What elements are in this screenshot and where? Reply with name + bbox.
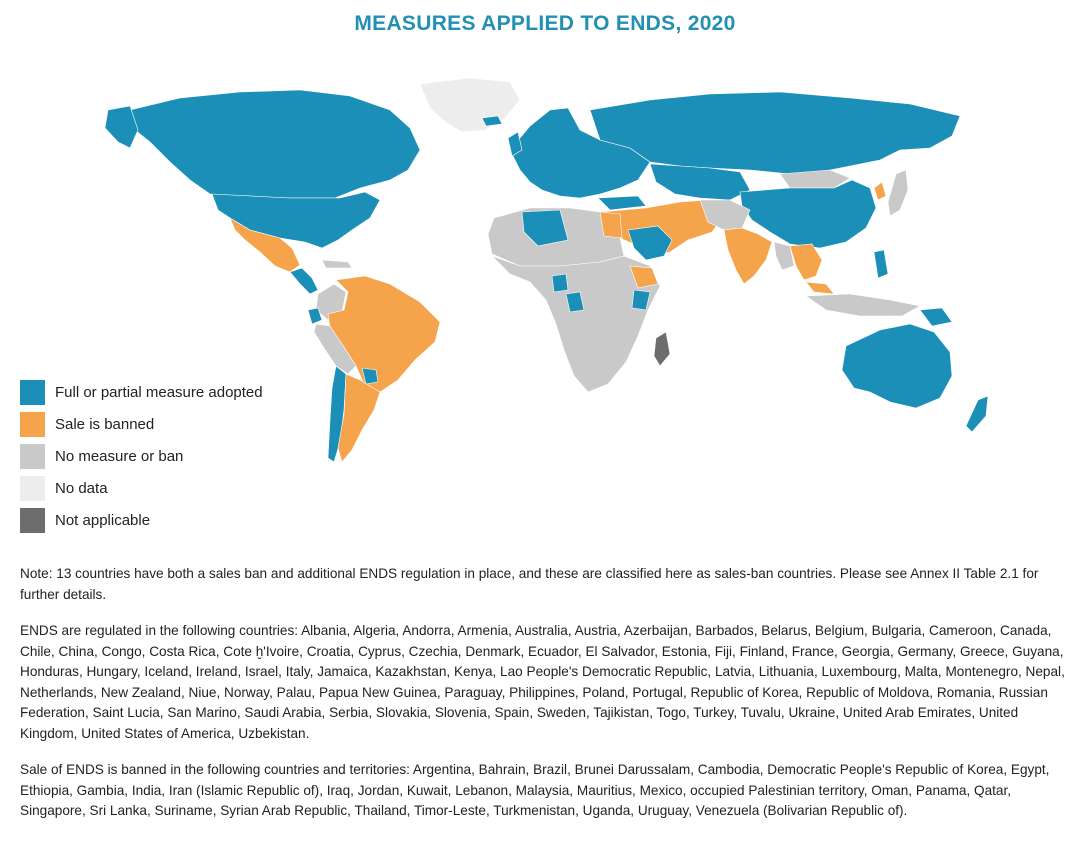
legend-swatch-measure <box>20 380 45 405</box>
region-korea[interactable] <box>873 181 887 201</box>
map-legend: Full or partial measure adopted Sale is … <box>20 380 320 540</box>
region-paraguay[interactable] <box>361 367 379 385</box>
region-egypt[interactable] <box>599 211 623 239</box>
region-indonesia[interactable] <box>805 293 921 317</box>
legend-item-none: No measure or ban <box>20 444 320 469</box>
region-algeria[interactable] <box>521 209 569 247</box>
legend-swatch-nodata <box>20 476 45 501</box>
legend-swatch-none <box>20 444 45 469</box>
region-png[interactable] <box>919 307 953 327</box>
region-alaska[interactable] <box>104 105 139 149</box>
region-uk[interactable] <box>507 131 523 157</box>
region-russia[interactable] <box>589 91 961 175</box>
legend-item-na: Not applicable <box>20 508 320 533</box>
region-cameroon[interactable] <box>551 273 569 293</box>
legend-label-banned: Sale is banned <box>55 416 155 433</box>
region-australia[interactable] <box>841 323 953 409</box>
legend-item-measure: Full or partial measure adopted <box>20 380 320 405</box>
legend-label-measure: Full or partial measure adopted <box>55 384 263 401</box>
region-canada[interactable] <box>129 89 421 199</box>
region-india[interactable] <box>723 227 773 285</box>
legend-item-nodata: No data <box>20 476 320 501</box>
legend-label-none: No measure or ban <box>55 448 184 465</box>
region-japan[interactable] <box>887 169 909 217</box>
legend-swatch-banned <box>20 412 45 437</box>
region-china[interactable] <box>739 179 877 249</box>
legend-swatch-na <box>20 508 45 533</box>
region-congo[interactable] <box>565 291 585 313</box>
legend-item-banned: Sale is banned <box>20 412 320 437</box>
region-new-zealand[interactable] <box>965 395 989 433</box>
region-mongolia[interactable] <box>779 169 851 189</box>
region-usa[interactable] <box>211 191 381 249</box>
region-sub-saharan-africa[interactable] <box>491 255 661 393</box>
region-malaysia[interactable] <box>805 281 835 295</box>
region-philippines[interactable] <box>873 249 889 279</box>
region-saudi-arabia[interactable] <box>627 225 673 261</box>
region-greenland[interactable] <box>419 77 521 133</box>
region-iceland[interactable] <box>481 115 503 127</box>
region-caribbean[interactable] <box>321 259 353 269</box>
world-map <box>90 70 990 470</box>
region-argentina[interactable] <box>337 373 381 463</box>
banned-countries-text: Sale of ENDS is banned in the following … <box>20 762 1050 818</box>
legend-label-na: Not applicable <box>55 512 151 529</box>
notes-section: Note: 13 countries have both a sales ban… <box>20 564 1075 838</box>
region-central-america[interactable] <box>289 267 319 295</box>
page-title: MEASURES APPLIED TO ENDS, 2020 <box>354 12 736 35</box>
legend-label-nodata: No data <box>55 480 108 497</box>
note-text: Note: 13 countries have both a sales ban… <box>20 566 1039 602</box>
region-myanmar[interactable] <box>773 241 795 271</box>
region-se-asia[interactable] <box>789 243 823 281</box>
region-madagascar[interactable] <box>653 331 671 367</box>
world-map-svg <box>104 77 989 463</box>
region-peru-bolivia[interactable] <box>313 323 357 375</box>
region-turkey[interactable] <box>597 195 647 211</box>
region-ecuador[interactable] <box>307 307 323 325</box>
region-europe[interactable] <box>509 107 651 199</box>
regulated-countries-text: ENDS are regulated in the following coun… <box>20 623 1065 741</box>
region-ethiopia[interactable] <box>629 265 659 289</box>
region-kenya[interactable] <box>631 289 651 311</box>
